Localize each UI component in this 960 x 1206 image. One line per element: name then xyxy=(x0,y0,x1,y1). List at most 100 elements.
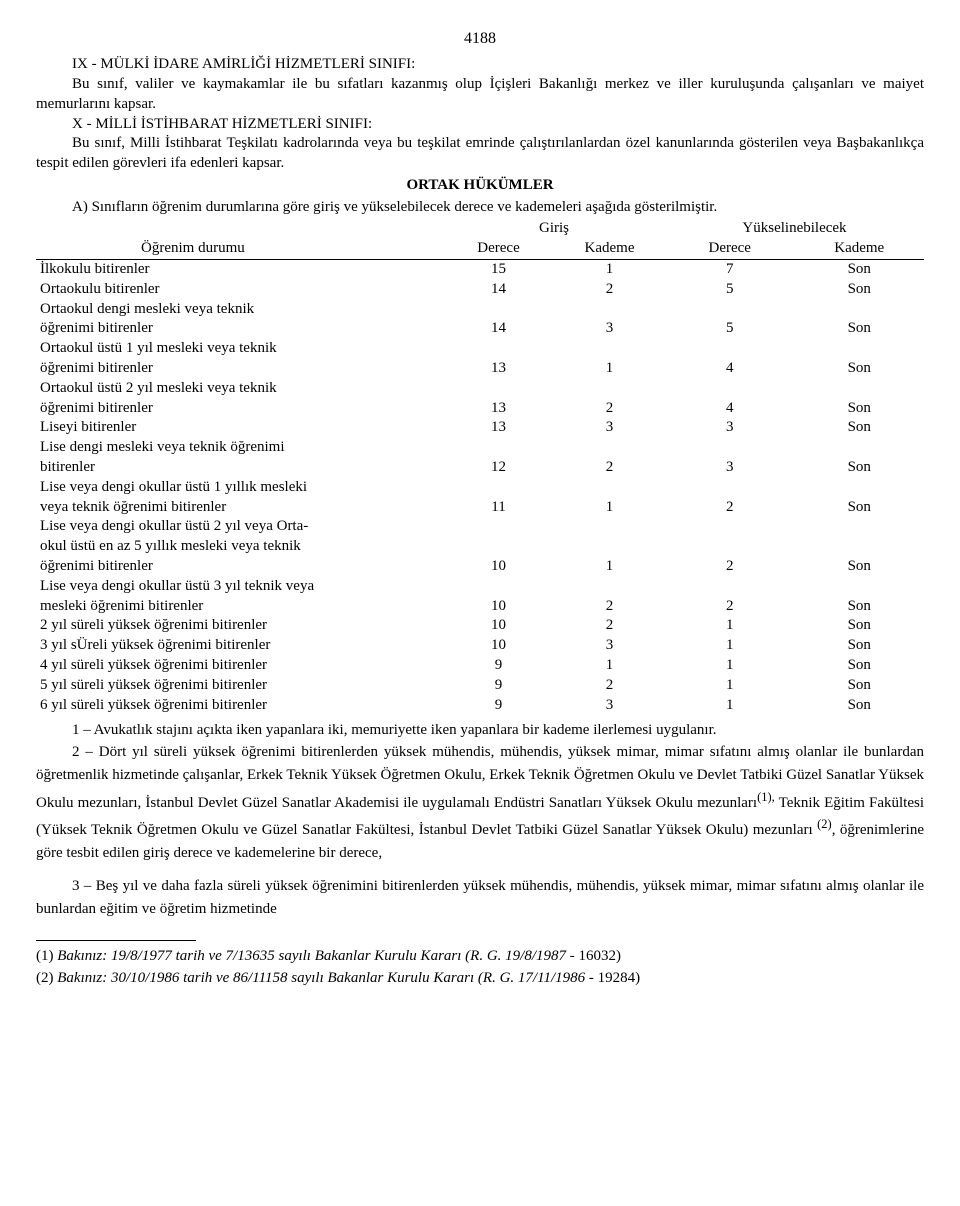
row-value: 10 xyxy=(443,636,554,656)
row-value: 2 xyxy=(554,280,665,300)
row-value: 3 xyxy=(554,418,665,438)
section-x-title: X - MİLLİ İSTİHBARAT HİZMETLERİ SINIFI: xyxy=(72,116,372,132)
table-row: Lise veya dengi okullar üstü 1 yıllık me… xyxy=(36,478,924,498)
note-2-sup2: (2) xyxy=(817,817,832,831)
row-value: 12 xyxy=(443,458,554,478)
header-derece-1: Derece xyxy=(443,239,554,259)
row-label: veya teknik öğrenimi bitirenler xyxy=(36,498,443,518)
header-kademe-2: Kademe xyxy=(794,239,924,259)
table-row: Ortaokul dengi mesleki veya teknik xyxy=(36,300,924,320)
row-value: Son xyxy=(794,359,924,379)
footnote-2-body: Bakınız: 30/10/1986 tarih ve 86/11158 sa… xyxy=(57,970,585,986)
footnote-separator xyxy=(36,940,196,941)
table-row: öğrenimi bitirenler1435Son xyxy=(36,319,924,339)
table-row: öğrenimi bitirenler1314Son xyxy=(36,359,924,379)
section-ix-title: IX - MÜLKİ İDARE AMİRLİĞİ HİZMETLERİ SIN… xyxy=(72,56,415,72)
row-value: Son xyxy=(794,458,924,478)
row-value: 2 xyxy=(554,597,665,617)
section-x-body: Bu sınıf, Milli İstihbarat Teşkilatı kad… xyxy=(36,135,924,171)
row-value: 3 xyxy=(665,418,794,438)
header-ogrenim: Öğrenim durumu xyxy=(36,239,443,259)
row-value: 3 xyxy=(665,458,794,478)
table-row: Ortaokulu bitirenler1425Son xyxy=(36,280,924,300)
footnote-1-tail: - 16032) xyxy=(566,948,621,964)
row-value: Son xyxy=(794,696,924,716)
row-label: öğrenimi bitirenler xyxy=(36,359,443,379)
row-value: 2 xyxy=(554,616,665,636)
table-row: 2 yıl süreli yüksek öğrenimi bitirenler 1… xyxy=(36,616,924,636)
table-row: Lise dengi mesleki veya teknik öğrenimi xyxy=(36,438,924,458)
note-2: 2 – Dört yıl süreli yüksek öğrenimi biti… xyxy=(36,741,924,865)
row-label: 6 yıl süreli yüksek öğrenimi bitirenler xyxy=(36,696,443,716)
row-value: 9 xyxy=(443,676,554,696)
row-value: 15 xyxy=(443,260,554,280)
table-row: Ortaokul üstü 2 yıl mesleki veya teknik xyxy=(36,379,924,399)
note-1: 1 – Avukatlık stajını açıkta iken yapanl… xyxy=(36,721,924,741)
row-value: 4 xyxy=(665,399,794,419)
row-value: 4 xyxy=(665,359,794,379)
row-label: Ortaokul üstü 2 yıl mesleki veya teknik xyxy=(36,379,443,399)
table-row: Liseyi bitirenler1333Son xyxy=(36,418,924,438)
row-value: 13 xyxy=(443,359,554,379)
row-value: Son xyxy=(794,656,924,676)
row-label: mesleki öğrenimi bitirenler xyxy=(36,597,443,617)
row-value: 1 xyxy=(665,636,794,656)
row-value: Son xyxy=(794,557,924,577)
row-value: 1 xyxy=(554,359,665,379)
row-value: Son xyxy=(794,498,924,518)
row-label: okul üstü en az 5 yıllık mesleki veya te… xyxy=(36,537,443,557)
row-label: 2 yıl süreli yüksek öğrenimi bitirenler xyxy=(36,616,443,636)
row-value: Son xyxy=(794,597,924,617)
row-label: 4 yıl süreli yüksek öğrenimi bitirenler xyxy=(36,656,443,676)
row-value: 3 xyxy=(554,636,665,656)
row-value: 1 xyxy=(554,498,665,518)
row-label: öğrenimi bitirenler xyxy=(36,557,443,577)
row-value: 2 xyxy=(554,676,665,696)
row-value: 1 xyxy=(665,676,794,696)
row-label: 3 yıl sÜreli yüksek öğrenimi bitirenler xyxy=(36,636,443,656)
row-value: 1 xyxy=(665,696,794,716)
ortak-line-a: A) Sınıfların öğrenim durumlarına göre g… xyxy=(72,199,717,215)
footnote-2-tail: - 19284) xyxy=(585,970,640,986)
row-value: 10 xyxy=(443,597,554,617)
table-row: okul üstü en az 5 yıllık mesleki veya te… xyxy=(36,537,924,557)
row-value: 13 xyxy=(443,418,554,438)
table-row: 6 yıl süreli yüksek öğrenimi bitirenler9… xyxy=(36,696,924,716)
row-value: Son xyxy=(794,280,924,300)
row-value: 13 xyxy=(443,399,554,419)
table-row: öğrenimi bitirenler1012Son xyxy=(36,557,924,577)
row-value: 11 xyxy=(443,498,554,518)
row-value: 2 xyxy=(554,458,665,478)
row-value: Son xyxy=(794,399,924,419)
ortak-header: ORTAK HÜKÜMLER xyxy=(36,176,924,196)
table-row: İlkokulu bitirenler1517Son xyxy=(36,260,924,280)
header-giris: Giriş xyxy=(443,219,665,239)
row-value: 2 xyxy=(554,399,665,419)
row-label: Lise veya dengi okullar üstü 1 yıllık me… xyxy=(36,478,443,498)
header-kademe-1: Kademe xyxy=(554,239,665,259)
notes-block: 1 – Avukatlık stajını açıkta iken yapanl… xyxy=(36,721,924,920)
row-label: Liseyi bitirenler xyxy=(36,418,443,438)
row-label: Ortaokul üstü 1 yıl mesleki veya teknik xyxy=(36,339,443,359)
row-value: Son xyxy=(794,636,924,656)
row-value: 2 xyxy=(665,597,794,617)
row-value: 5 xyxy=(665,280,794,300)
row-value: Son xyxy=(794,676,924,696)
row-value: Son xyxy=(794,418,924,438)
grade-table: Giriş Yükselinebilecek Öğrenim durumu De… xyxy=(36,219,924,715)
row-value: 1 xyxy=(665,616,794,636)
row-label: Lise veya dengi okullar üstü 2 yıl veya … xyxy=(36,517,443,537)
table-row: öğrenimi bitirenler1324Son xyxy=(36,399,924,419)
row-value: 2 xyxy=(665,557,794,577)
page-number: 4188 xyxy=(36,28,924,49)
row-label: Ortaokulu bitirenler xyxy=(36,280,443,300)
row-value: 9 xyxy=(443,696,554,716)
table-header-row-1: Giriş Yükselinebilecek xyxy=(36,219,924,239)
table-row: bitirenler1223Son xyxy=(36,458,924,478)
row-value: 14 xyxy=(443,319,554,339)
table-row: Lise veya dengi okullar üstü 3 yıl tekni… xyxy=(36,577,924,597)
footnote-1-lead: (1) xyxy=(36,948,57,964)
header-derece-2: Derece xyxy=(665,239,794,259)
note-3: 3 – Beş yıl ve daha fazla süreli yüksek … xyxy=(36,875,924,920)
row-value: Son xyxy=(794,260,924,280)
